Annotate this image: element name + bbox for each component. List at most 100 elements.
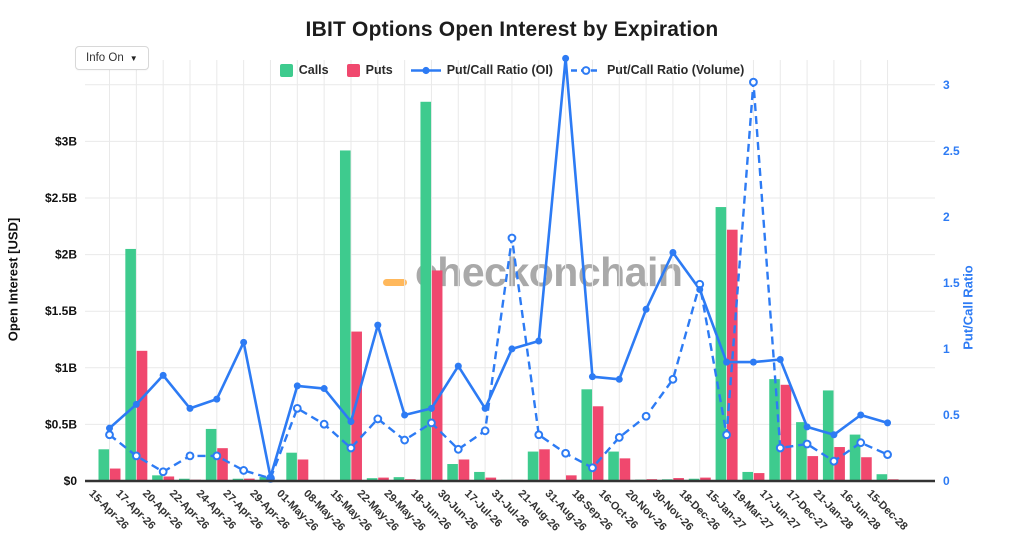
pc-ratio-volume-marker: [105, 430, 114, 440]
legend-item-calls[interactable]: Calls: [279, 63, 329, 77]
puts-swatch-icon: [346, 63, 360, 77]
calls-bar: [366, 478, 378, 481]
puts-bar: [753, 473, 765, 481]
calls-bar: [259, 477, 271, 481]
pc-ratio-oi-marker: [535, 337, 543, 345]
puts-bar: [136, 350, 148, 481]
calls-bar: [849, 434, 861, 481]
pc-ratio-oi-marker: [615, 375, 623, 383]
legend-label-calls: Calls: [298, 63, 329, 77]
puts-bar: [109, 468, 121, 481]
info-on-label: Info On: [86, 52, 124, 64]
pc-ratio-oi-marker: [830, 431, 838, 439]
pc-ratio-oi-marker: [749, 358, 757, 366]
right-axis-tick-label: 2.5: [943, 144, 960, 158]
legend-label-pc-ratio-oi: Put/Call Ratio (OI): [446, 63, 553, 77]
legend-item-pc-ratio-oi[interactable]: Put/Call Ratio (OI): [410, 63, 553, 77]
pc-ratio-volume-marker: [131, 451, 141, 461]
pc-ratio-oi-marker: [213, 395, 221, 403]
calls-bar: [152, 475, 163, 481]
pc-ratio-volume-marker: [722, 430, 731, 440]
pc-ratio-oi-marker: [427, 404, 435, 412]
page-title: IBIT Options Open Interest by Expiration: [305, 18, 719, 41]
chart-legend: Calls Puts Put/Call Ratio (OI) Put/Call …: [0, 63, 1024, 77]
calls-bar: [447, 464, 458, 481]
pc-ratio-oi-marker: [374, 321, 382, 329]
puts-bar: [861, 457, 872, 481]
puts-bar: [485, 477, 497, 481]
pc-ratio-oi-marker: [401, 411, 409, 419]
calls-bar: [527, 451, 539, 481]
left-axis-tick-label: $2.5B: [45, 191, 77, 205]
calls-bar: [742, 471, 754, 481]
calls-bar: [474, 471, 485, 481]
puts-bar: [700, 477, 711, 481]
pc-ratio-oi-marker: [320, 385, 328, 393]
pc-ratio-oi-marker: [508, 345, 516, 353]
puts-bar: [351, 331, 362, 481]
pc-ratio-oi-marker: [696, 285, 704, 293]
chevron-down-icon: ▼: [129, 54, 138, 63]
calls-bar: [769, 379, 780, 481]
legend-item-puts[interactable]: Puts: [346, 63, 393, 77]
right-axis-tick-label: 3: [943, 78, 950, 92]
pc-ratio-volume-line: [108, 80, 889, 480]
right-axis-tick-label: 1.5: [943, 276, 960, 290]
pc-ratio-volume-marker: [641, 411, 651, 421]
left-axis-tick-label: $3B: [55, 134, 77, 148]
right-axis-title: Put/Call Ratio: [960, 265, 976, 350]
pc-ratio-volume-marker: [158, 467, 168, 477]
right-axis-tick-label: 0: [943, 474, 950, 488]
pc-ratio-oi-marker: [857, 411, 865, 419]
left-axis-title: Open Interest [USD]: [5, 217, 21, 342]
pc-ratio-volume-marker: [775, 443, 785, 453]
pc-ratio-oi-marker: [186, 404, 194, 412]
pc-ratio-volume-marker: [185, 451, 195, 461]
pc-ratio-volume-marker: [400, 435, 410, 445]
calls-bar: [876, 474, 888, 481]
pc-ratio-volume-marker: [346, 443, 356, 453]
puts-bar: [431, 270, 443, 481]
pc-ratio-volume-marker: [588, 463, 597, 473]
pc-ratio-volume-marker: [427, 418, 436, 428]
pc-ratio-oi-marker: [293, 382, 301, 390]
calls-bar: [796, 422, 807, 481]
pc-ratio-oi-marker: [347, 418, 355, 426]
pc-ratio-volume-marker: [749, 77, 758, 87]
left-axis-tick-label: $1B: [55, 361, 77, 375]
pc-ratio-oi-marker: [481, 404, 489, 412]
pc-ratio-oi-marker: [884, 419, 892, 427]
right-axis-tick-label: 0.5: [943, 408, 960, 422]
legend-item-pc-ratio-volume[interactable]: Put/Call Ratio (Volume): [570, 63, 745, 77]
pc-ratio-volume-marker: [319, 419, 329, 429]
calls-bar: [822, 390, 834, 481]
pc-ratio-oi-line: [108, 57, 888, 479]
pc-ratio-volume-marker: [292, 403, 302, 413]
calls-bar: [581, 389, 593, 481]
pc-ratio-volume-marker: [212, 451, 222, 461]
pc-ratio-volume-marker: [480, 426, 490, 436]
puts-bar: [539, 449, 550, 481]
solid-line-dot-icon: [410, 64, 441, 77]
pc-ratio-oi-marker: [642, 305, 650, 313]
right-axis-tick-label: 2: [943, 210, 950, 224]
pc-ratio-volume-marker: [883, 450, 892, 459]
pc-ratio-volume-marker: [239, 466, 249, 475]
legend-label-pc-ratio-volume: Put/Call Ratio (Volume): [606, 63, 745, 77]
pc-ratio-oi-marker: [454, 362, 462, 370]
pc-ratio-volume-marker: [614, 433, 624, 442]
puts-bar: [163, 476, 175, 481]
pc-ratio-volume-marker: [802, 439, 812, 449]
pc-ratio-oi-marker: [132, 400, 140, 408]
pc-ratio-volume-marker: [561, 448, 571, 458]
puts-bar: [217, 448, 228, 481]
left-axis-tick-label: $1.5B: [45, 304, 77, 318]
info-on-dropdown[interactable]: Info On ▼: [75, 46, 149, 70]
pc-ratio-oi-marker: [266, 473, 274, 481]
calls-bar: [393, 477, 405, 481]
pc-ratio-oi-marker: [723, 358, 731, 366]
left-axis-tick-label: $0: [64, 474, 78, 488]
puts-bar: [566, 475, 577, 481]
pc-ratio-oi-marker: [588, 373, 596, 381]
